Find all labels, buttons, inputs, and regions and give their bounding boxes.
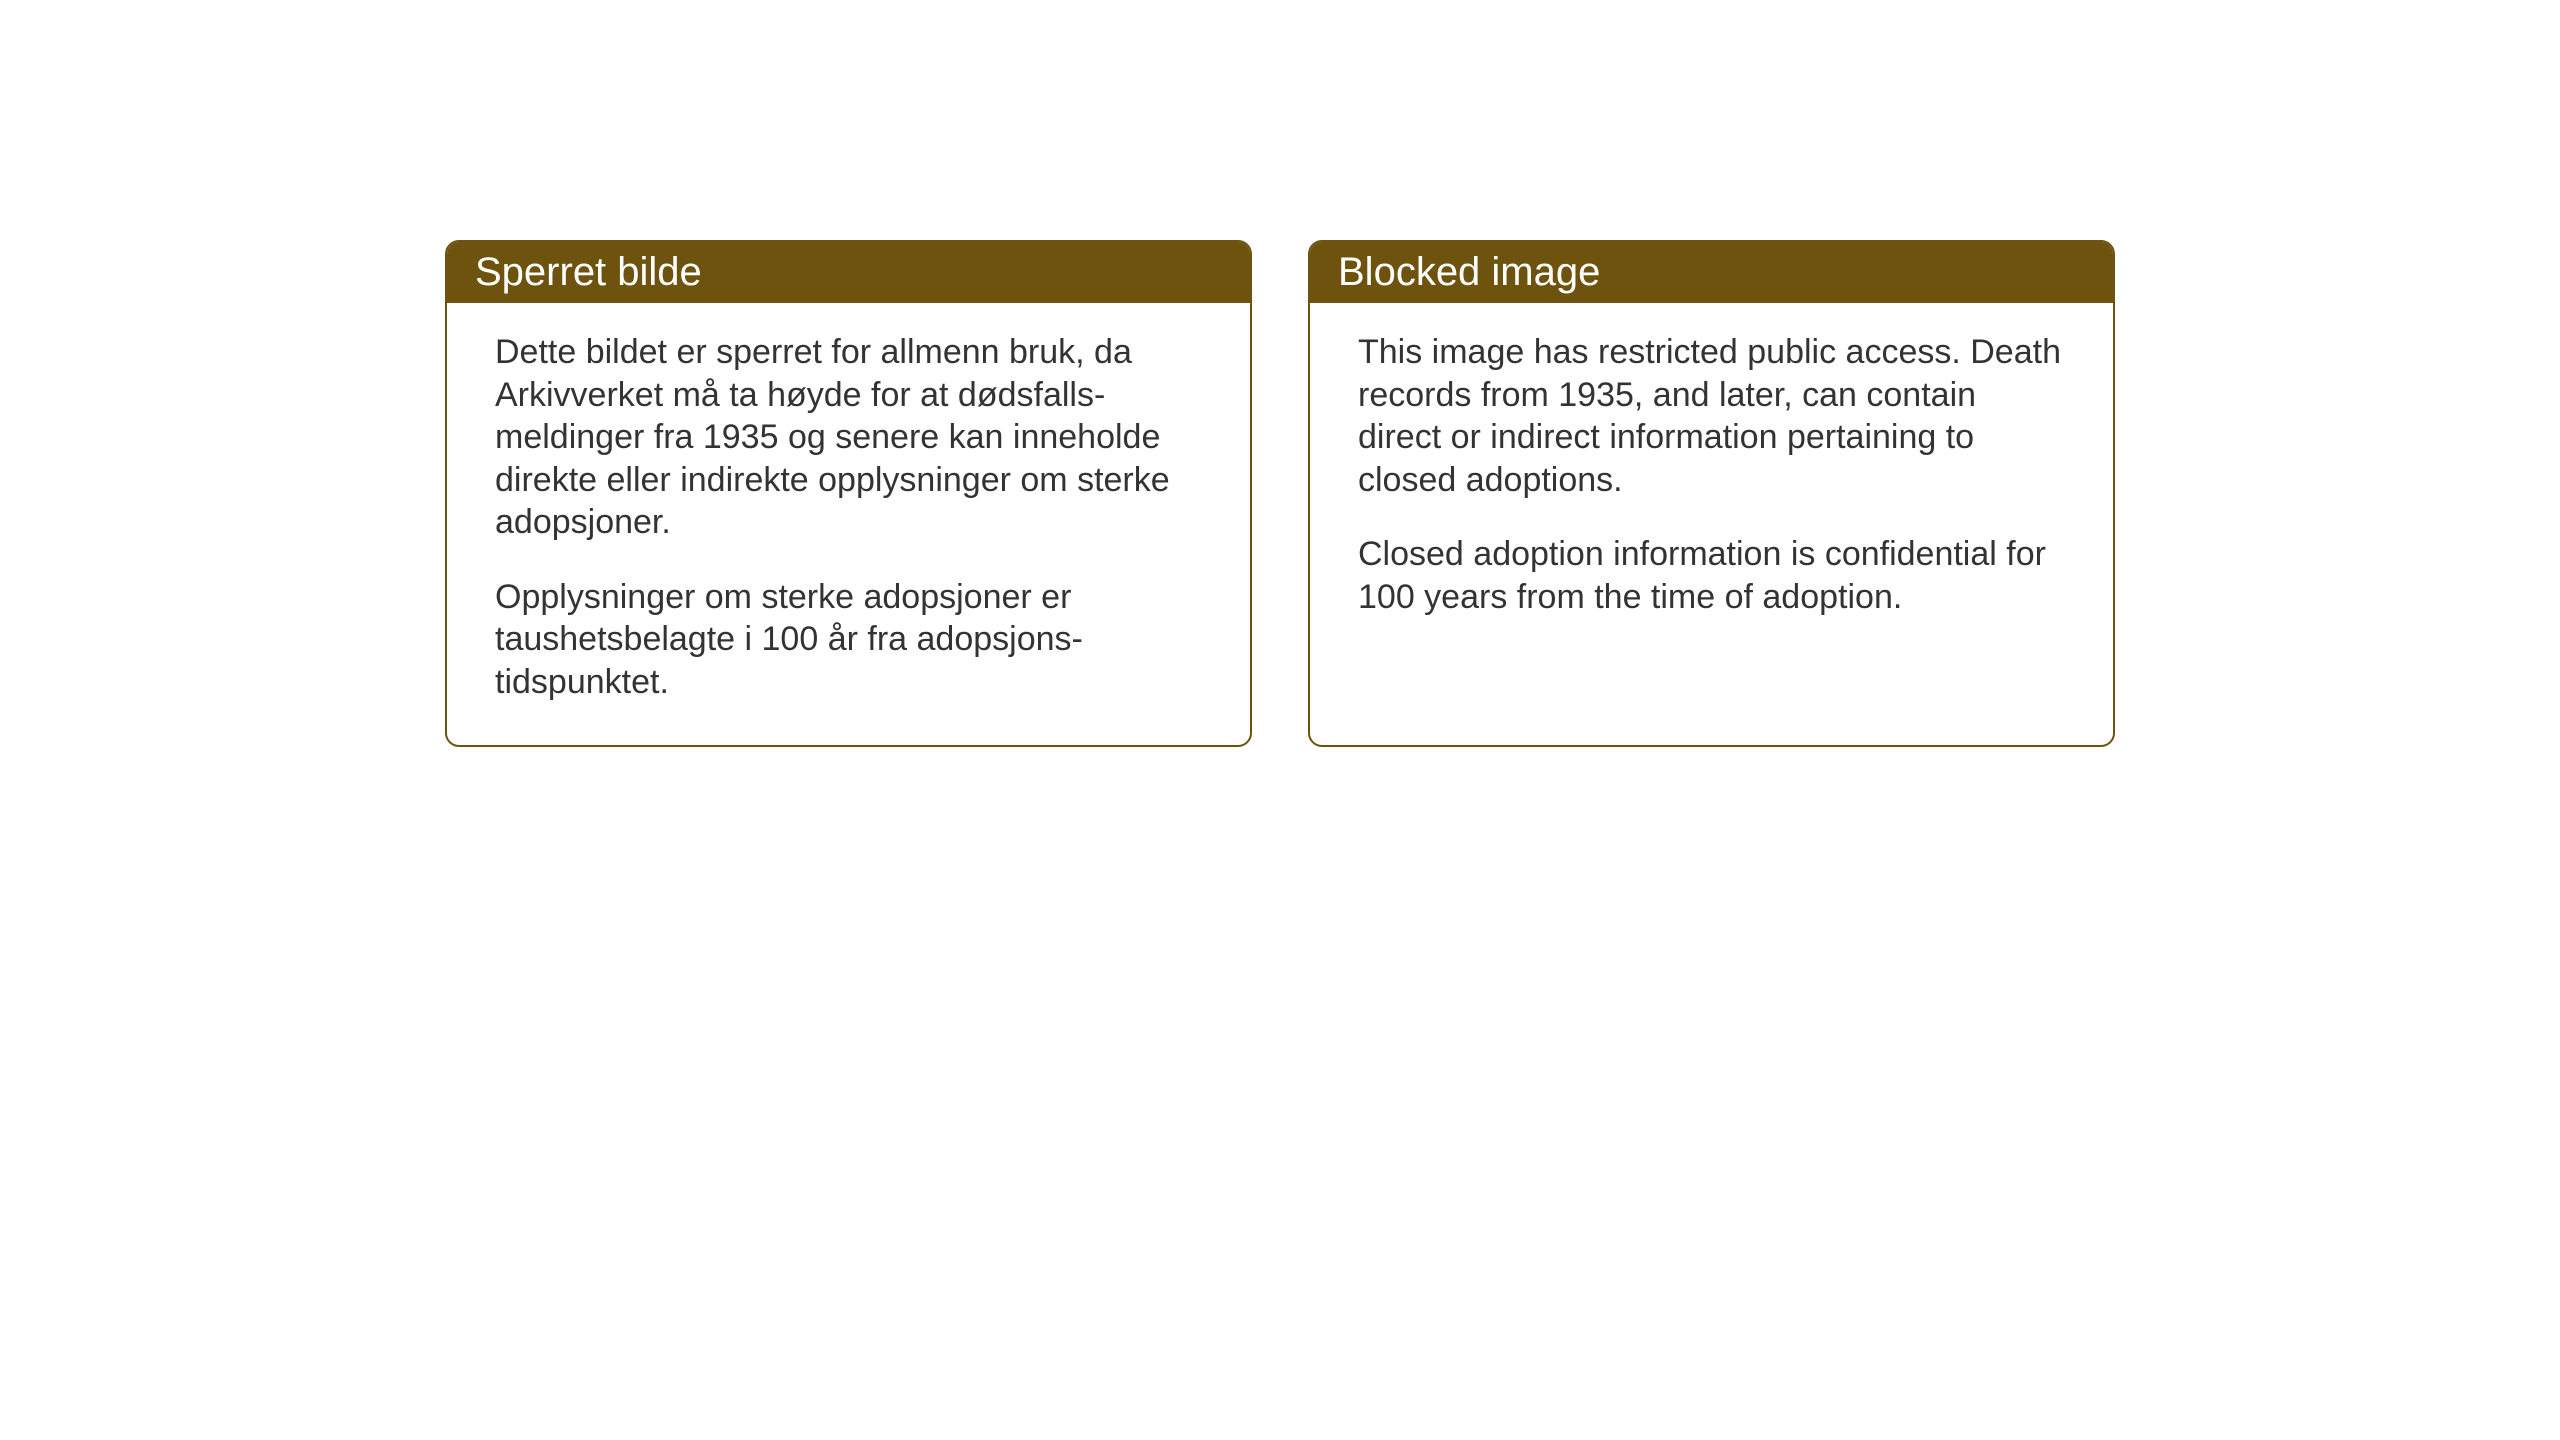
cards-container: Sperret bilde Dette bildet er sperret fo… — [445, 240, 2115, 747]
norwegian-card-body: Dette bildet er sperret for allmenn bruk… — [447, 303, 1250, 745]
norwegian-card-title: Sperret bilde — [447, 242, 1250, 303]
english-card-title: Blocked image — [1310, 242, 2113, 303]
english-paragraph-1: This image has restricted public access.… — [1358, 331, 2065, 501]
english-card-body: This image has restricted public access.… — [1310, 303, 2113, 660]
norwegian-paragraph-2: Opplysninger om sterke adopsjoner er tau… — [495, 576, 1202, 704]
norwegian-notice-card: Sperret bilde Dette bildet er sperret fo… — [445, 240, 1252, 747]
english-notice-card: Blocked image This image has restricted … — [1308, 240, 2115, 747]
norwegian-paragraph-1: Dette bildet er sperret for allmenn bruk… — [495, 331, 1202, 544]
english-paragraph-2: Closed adoption information is confident… — [1358, 533, 2065, 618]
